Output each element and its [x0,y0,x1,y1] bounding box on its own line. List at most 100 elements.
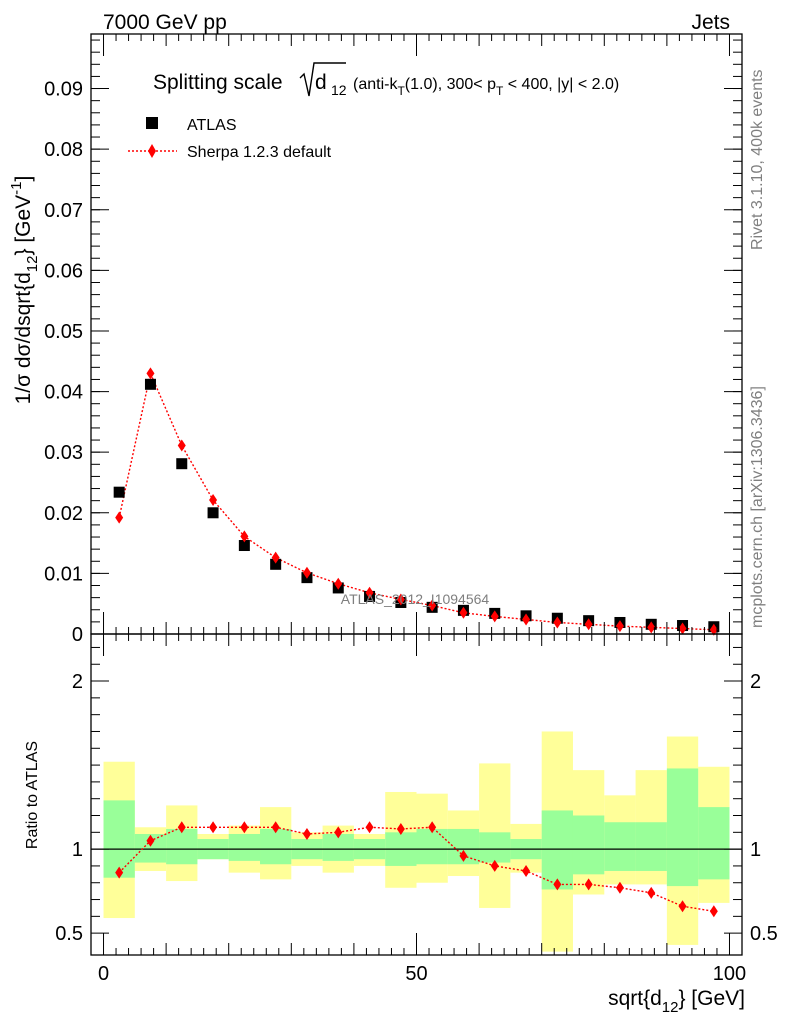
xlabel: sqrt{d12} [GeV] [608,987,745,1016]
ratio-point [553,878,562,891]
upper-ytick-label: 0.02 [44,503,83,525]
sherpa-point [553,616,562,629]
band-inner [479,832,511,863]
band-inner [260,828,292,865]
ratio-point [240,821,249,834]
ratio-point [177,821,186,834]
upper-plot-area [113,367,720,636]
atlas-point [238,540,250,552]
lower-ytick-label: 0.5 [55,923,83,945]
sherpa-point [146,367,155,380]
ratio-point [209,821,218,834]
sherpa-point [365,586,374,599]
ratio-point [428,821,437,834]
atlas-point [270,558,282,570]
legend-atlas-marker [146,117,158,129]
upper-ytick-label: 0.09 [44,79,83,101]
ratio-point [522,864,531,877]
lower-ytick-label-right: 2 [750,671,761,693]
lower-ytick-label: 2 [72,671,83,693]
ratio-point [709,905,718,918]
legend: ATLAS Sherpa 1.2.3 default [128,117,332,161]
ratio-point [584,878,593,891]
sherpa-point [584,618,593,631]
band-inner [416,828,448,865]
atlas-point [113,486,125,498]
analysis-watermark: ATLAS_2012_I1094564 [341,591,490,607]
upper-ytick-label: 0.05 [44,321,83,343]
title-main: Splitting scale [153,71,283,94]
sherpa-point [709,623,718,636]
mcplots-label: mcplots.cern.ch [arXiv:1306.3436] [749,386,766,628]
upper-ytick-label: 0.08 [44,139,83,161]
lower-ytick-label-right: 1 [750,839,761,861]
sherpa-point [615,620,624,633]
upper-ytick-label: 0.01 [44,563,83,585]
sherpa-point [522,613,531,626]
lower-plot-area [91,731,742,952]
sherpa-point [647,621,656,634]
legend-sherpa-label: Sherpa 1.2.3 default [187,144,332,161]
band-inner [666,768,699,887]
ratio-point [678,900,687,913]
sqrt-symbol: d 12 [299,62,347,98]
band-inner [322,833,354,861]
lower-ylabel: Ratio to ATLAS [24,741,41,849]
ratio-line [118,826,714,912]
sherpa-point [459,606,468,619]
upper-ytick-label: 0 [72,624,83,646]
ratio-point [459,849,468,862]
axes: 0 0.01 0.02 0.03 0.04 0.05 0.06 0.07 0.08 0.09 0 50… [44,33,778,985]
atlas-point [144,378,156,390]
sherpa-point [271,551,280,564]
sherpa-point [678,622,687,635]
title-d: d [315,71,327,94]
xtick-label: 0 [98,963,109,985]
ratio-point [334,826,343,839]
ratio-point [396,822,405,835]
sherpa-point [428,599,437,612]
upper-ylabel: 1/σ dσ/dsqrt{d12} [GeV-1] [8,176,41,405]
band-inner [228,833,261,861]
ratio-point [146,834,155,847]
band-inner [635,822,667,871]
ratio-point [647,886,656,899]
sherpa-line [118,371,714,631]
energy-label: 7000 GeV pp [103,11,227,34]
xtick-label: 50 [405,963,427,985]
category-label: Jets [691,11,730,34]
band-inner [604,822,636,871]
band-inner [572,815,605,875]
band-inner [698,807,730,880]
upper-ytick-label: 0.07 [44,200,83,222]
legend-sherpa-marker [148,144,156,158]
ratio-point [365,821,374,834]
ratio-point [302,827,311,840]
sherpa-point [209,494,218,507]
sherpa-point [334,577,343,590]
plot-title-params: (anti-kT(1.0), 300< pT < 400, |y| < 2.0) [353,76,619,98]
sherpa-point [302,566,311,579]
sherpa-point [115,511,124,524]
lower-ytick-label-right: 0.5 [750,923,778,945]
atlas-point [176,458,188,470]
title-d-sub: 12 [331,82,347,98]
rivet-label: Rivet 3.1.10, 400k events [749,69,766,250]
upper-ytick-label: 0.06 [44,260,83,282]
ratio-point [115,866,124,879]
legend-atlas-label: ATLAS [187,117,237,134]
upper-ytick-label: 0.04 [44,382,83,404]
upper-ytick-label: 0.03 [44,442,83,464]
sherpa-point [490,610,499,623]
ratio-point [615,881,624,894]
sherpa-point [396,593,405,606]
atlas-point [207,507,219,519]
plot-title: Splitting scale [153,71,283,94]
xtick-label: 100 [713,963,746,985]
ratio-point [490,859,499,872]
ratio-point [271,821,280,834]
lower-ytick-label: 1 [72,839,83,861]
sherpa-point [240,530,249,543]
band-inner [166,828,198,865]
